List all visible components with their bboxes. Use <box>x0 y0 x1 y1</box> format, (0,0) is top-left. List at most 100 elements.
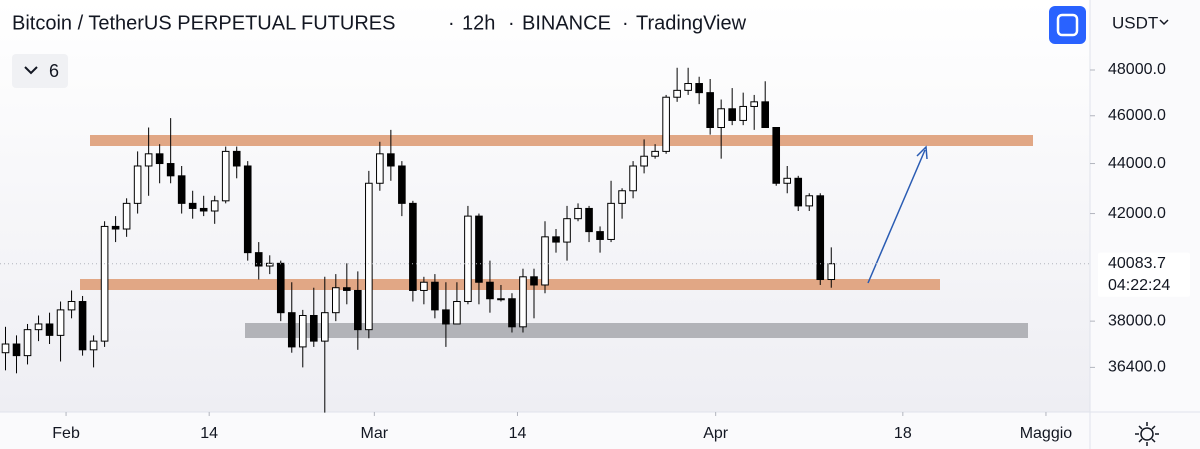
y-tick-label: 44000.0 <box>1108 155 1166 172</box>
candle-body <box>332 287 340 314</box>
candle-body <box>684 83 692 91</box>
candle-body <box>761 101 770 129</box>
x-tick-label: 18 <box>894 425 912 442</box>
candle-body <box>133 165 142 204</box>
x-tick-label: 14 <box>509 425 527 442</box>
candle-body <box>23 329 32 357</box>
y-tick-label: 48000.0 <box>1108 61 1166 78</box>
indicators-button[interactable] <box>12 54 68 88</box>
candle-body <box>199 207 208 212</box>
candle-body <box>56 309 65 336</box>
candle-body <box>750 101 758 107</box>
candle-body <box>12 343 21 357</box>
candle-body <box>100 225 109 342</box>
candle-body <box>552 236 560 243</box>
gear-teeth <box>1135 422 1159 446</box>
y-tick-label: 46000.0 <box>1108 107 1166 124</box>
candle-body <box>596 231 604 240</box>
settings-icon[interactable] <box>1135 422 1159 446</box>
y-tick-label: 42000.0 <box>1108 205 1166 222</box>
candle-body <box>45 323 54 336</box>
x-tick-label: Feb <box>52 425 80 442</box>
candle-body <box>805 195 814 207</box>
candle-body <box>618 190 626 204</box>
projection-arrow <box>867 149 926 284</box>
separator: · <box>508 12 515 34</box>
candle-body <box>221 150 230 202</box>
candle-body <box>34 323 43 331</box>
candle-body <box>717 108 725 129</box>
countdown-label: 04:22:24 <box>1108 277 1170 294</box>
candle-body <box>629 165 637 192</box>
gear[interactable] <box>1140 427 1154 441</box>
candle-body <box>497 298 505 301</box>
candle-body <box>287 312 296 348</box>
candle-body <box>243 165 252 254</box>
candle-body <box>640 155 648 167</box>
candle-body <box>816 195 825 281</box>
candle-body <box>431 281 439 311</box>
y-tick-label: 36400.0 <box>1108 359 1166 376</box>
separator: · <box>622 12 629 34</box>
resistance-zone <box>90 135 1033 146</box>
button-bg[interactable] <box>1049 6 1086 44</box>
candle-body <box>144 153 153 167</box>
candle-body <box>695 83 703 94</box>
candle-body <box>464 215 472 303</box>
candle-body <box>320 312 329 342</box>
chevron <box>1159 19 1169 26</box>
last-price-box <box>1098 252 1190 297</box>
candle-body <box>78 301 87 351</box>
candle-body <box>574 207 582 220</box>
candle-body <box>122 202 131 230</box>
candle-body <box>530 276 538 286</box>
x-tick-label: Maggio <box>1020 425 1073 442</box>
candle-body <box>398 165 406 204</box>
candle-body <box>442 309 450 325</box>
candle-body <box>166 163 175 177</box>
candle-body <box>354 289 362 331</box>
fullscreen-button[interactable] <box>1049 6 1086 44</box>
candle-body <box>210 200 219 212</box>
candle-body <box>276 262 285 314</box>
button-icon <box>1056 13 1079 37</box>
candle-body <box>453 301 461 325</box>
symbol: Bitcoin / TetherUS PERPETUAL FUTURES <box>12 12 395 34</box>
candle-body <box>541 236 549 286</box>
candle-body <box>365 182 373 331</box>
arrow-head <box>916 145 928 160</box>
candle-body <box>662 96 670 152</box>
candle-body <box>254 252 263 267</box>
source: TradingView <box>636 12 747 34</box>
candles <box>1 67 836 413</box>
currency-selector[interactable]: USDT <box>1112 13 1158 32</box>
exchange: BINANCE <box>522 12 611 34</box>
chevron <box>24 66 38 75</box>
candle-body <box>607 202 615 240</box>
candle-body <box>309 314 318 342</box>
support-zone <box>80 279 940 290</box>
candle-body <box>232 150 241 167</box>
candle-body <box>177 175 186 204</box>
candle-body <box>387 153 395 167</box>
candle-body <box>673 89 681 98</box>
candle-body <box>298 314 307 348</box>
x-tick-label: 14 <box>200 425 218 442</box>
indicators-toggle[interactable]: 6 <box>12 54 68 88</box>
candle-body <box>376 153 384 184</box>
candle-body <box>420 281 428 291</box>
candle-body <box>89 340 98 351</box>
price-axis-panel <box>1090 0 1200 449</box>
y-tick-label: 38000.0 <box>1108 312 1166 329</box>
candle-body <box>794 177 803 207</box>
candle-body <box>475 215 483 283</box>
candle-body <box>651 150 659 157</box>
demand-zone <box>245 323 1028 338</box>
candle-body <box>827 263 836 281</box>
x-tick-label: Apr <box>703 425 729 442</box>
candle-body <box>783 177 792 184</box>
candle-body <box>486 281 494 300</box>
plot-background <box>0 0 1090 412</box>
separator: · <box>448 12 455 34</box>
